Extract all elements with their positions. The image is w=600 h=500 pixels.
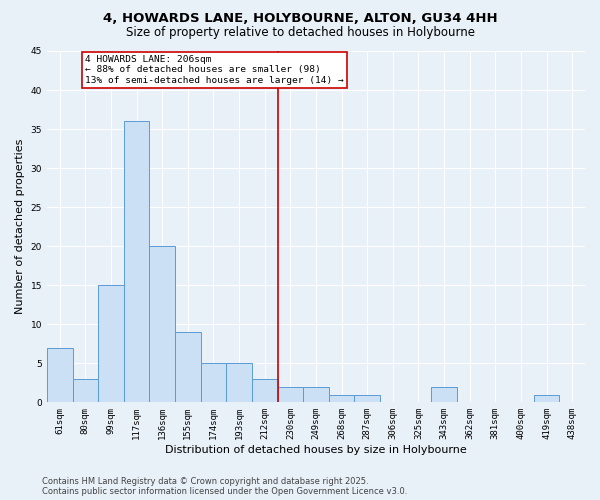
X-axis label: Distribution of detached houses by size in Holybourne: Distribution of detached houses by size … <box>165 445 467 455</box>
Bar <box>175 332 200 402</box>
Bar <box>73 379 98 402</box>
Bar <box>226 364 252 403</box>
Bar <box>98 285 124 403</box>
Bar <box>431 386 457 402</box>
Bar <box>278 386 303 402</box>
Bar <box>200 364 226 403</box>
Text: 4, HOWARDS LANE, HOLYBOURNE, ALTON, GU34 4HH: 4, HOWARDS LANE, HOLYBOURNE, ALTON, GU34… <box>103 12 497 26</box>
Bar <box>303 386 329 402</box>
Bar <box>329 394 355 402</box>
Bar <box>355 394 380 402</box>
Bar <box>252 379 278 402</box>
Text: Contains HM Land Registry data © Crown copyright and database right 2025.: Contains HM Land Registry data © Crown c… <box>42 477 368 486</box>
Y-axis label: Number of detached properties: Number of detached properties <box>15 139 25 314</box>
Bar <box>149 246 175 402</box>
Bar <box>47 348 73 403</box>
Text: 4 HOWARDS LANE: 206sqm
← 88% of detached houses are smaller (98)
13% of semi-det: 4 HOWARDS LANE: 206sqm ← 88% of detached… <box>85 55 344 84</box>
Text: Contains public sector information licensed under the Open Government Licence v3: Contains public sector information licen… <box>42 487 407 496</box>
Bar <box>124 122 149 402</box>
Text: Size of property relative to detached houses in Holybourne: Size of property relative to detached ho… <box>125 26 475 39</box>
Bar <box>534 394 559 402</box>
